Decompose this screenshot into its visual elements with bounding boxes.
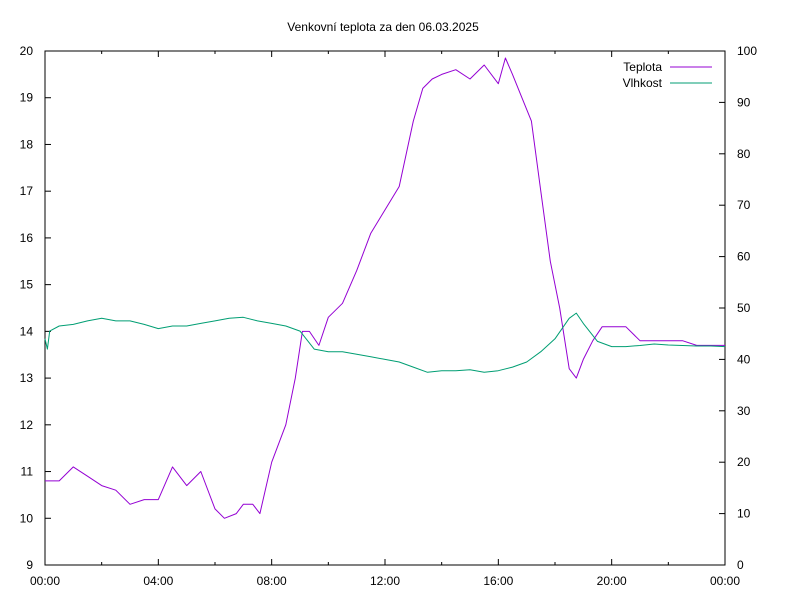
y2-tick-label: 40 <box>737 352 751 366</box>
y2-tick-label: 100 <box>737 44 757 58</box>
y2-tick-label: 70 <box>737 198 751 212</box>
y2-tick-label: 0 <box>737 558 744 572</box>
y2-tick-label: 50 <box>737 301 751 315</box>
y-tick-label: 20 <box>20 44 34 58</box>
y2-tick-label: 20 <box>737 455 751 469</box>
y-tick-label: 9 <box>26 558 33 572</box>
y-tick-label: 15 <box>20 278 34 292</box>
y2-tick-label: 80 <box>737 147 751 161</box>
y-tick-label: 14 <box>20 324 34 338</box>
x-tick-label: 00:00 <box>30 574 60 588</box>
y2-tick-label: 30 <box>737 404 751 418</box>
y-tick-label: 12 <box>20 418 34 432</box>
y-tick-label: 13 <box>20 371 34 385</box>
x-tick-label: 16:00 <box>483 574 513 588</box>
x-tick-label: 12:00 <box>370 574 400 588</box>
y2-tick-label: 10 <box>737 507 751 521</box>
y-tick-label: 11 <box>21 465 34 479</box>
y2-tick-label: 60 <box>737 250 751 264</box>
legend-label-vlhkost: Vlhkost <box>623 76 663 90</box>
x-tick-label: 08:00 <box>257 574 287 588</box>
series-line-teplota <box>45 57 725 519</box>
x-tick-label: 20:00 <box>597 574 627 588</box>
x-tick-label: 00:00 <box>710 574 740 588</box>
y-tick-label: 19 <box>20 91 34 105</box>
series-line-vlhkost <box>44 312 726 373</box>
y-tick-label: 10 <box>20 511 34 525</box>
x-tick-label: 04:00 <box>143 574 173 588</box>
chart-title: Venkovní teplota za den 06.03.2025 <box>287 20 479 34</box>
y-tick-label: 18 <box>20 137 34 151</box>
y-tick-label: 17 <box>20 184 34 198</box>
y-tick-label: 16 <box>20 231 34 245</box>
legend-label-teplota: Teplota <box>623 60 662 74</box>
y2-tick-label: 90 <box>737 95 751 109</box>
